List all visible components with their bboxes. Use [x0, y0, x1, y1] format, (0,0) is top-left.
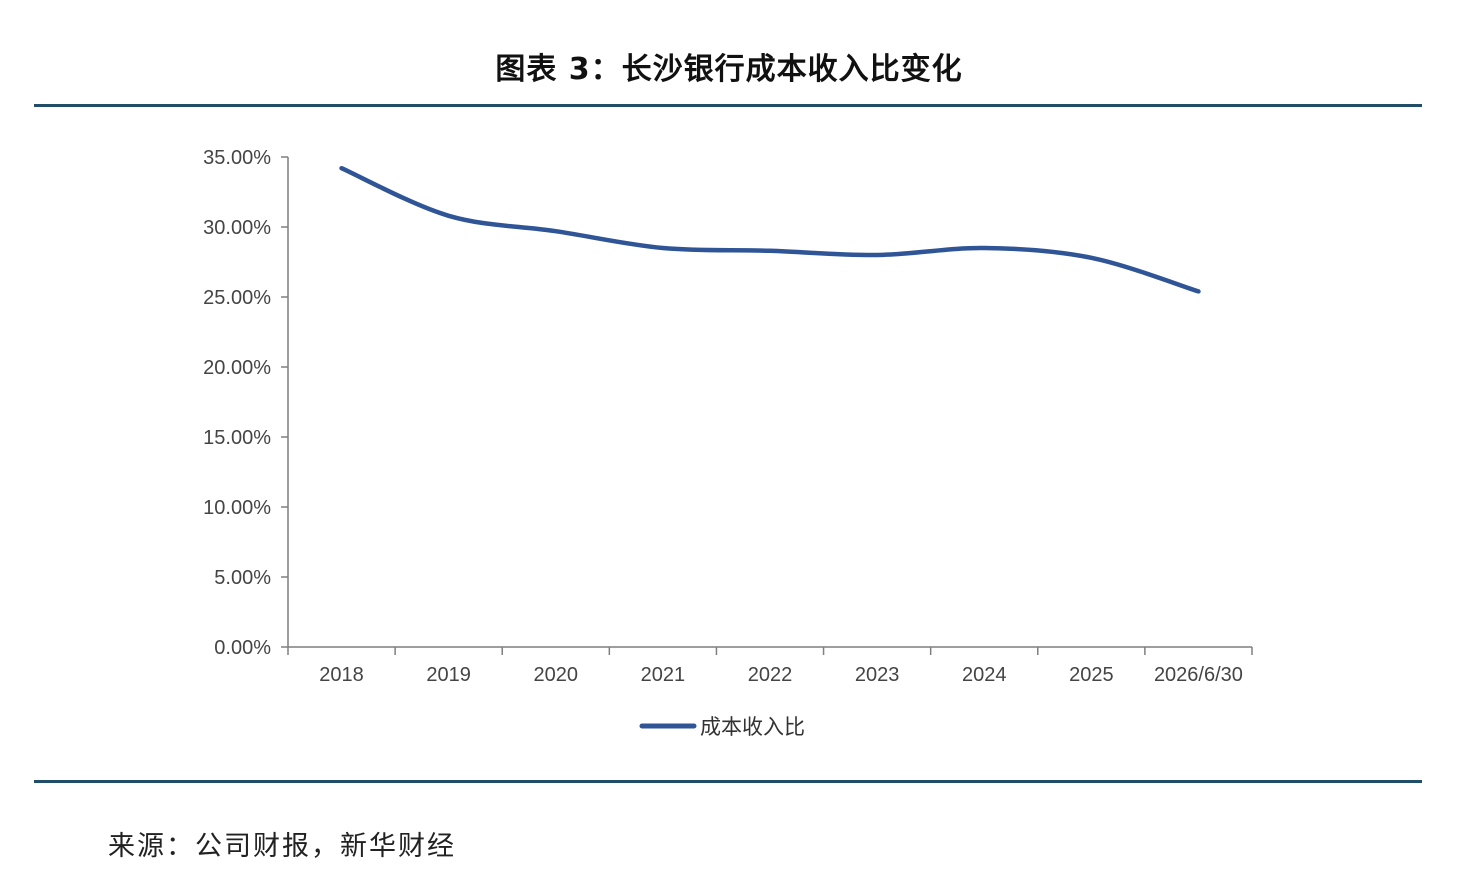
y-tick-label: 15.00% — [203, 427, 271, 449]
series-line — [339, 165, 1201, 294]
x-tick-label: 2025 — [1069, 664, 1114, 686]
y-tick-label: 5.00% — [214, 567, 271, 589]
y-tick-label: 0.00% — [214, 637, 271, 659]
x-tick-label: 2022 — [748, 664, 793, 686]
x-tick-label: 2023 — [855, 664, 900, 686]
line-chart: 0.00% 5.00% 10.00% 15.00% 20.00% 25.00% 30.00%… — [203, 147, 1253, 739]
chart-title: 图表 3：长沙银行成本收入比变化 — [495, 52, 963, 87]
y-tick-label: 25.00% — [203, 287, 271, 309]
y-tick-label: 30.00% — [203, 217, 271, 239]
bottom-divider — [34, 780, 1422, 783]
x-axis: 2018 2019 2020 2021 2022 2023 2024 2025 2026/6/3… — [287, 646, 1253, 686]
x-tick-label: 2024 — [962, 664, 1007, 686]
x-tick-label: 2020 — [534, 664, 579, 686]
top-divider — [34, 104, 1422, 107]
x-tick-label: 2019 — [426, 664, 471, 686]
x-tick-label: 2018 — [319, 664, 364, 686]
series-group — [339, 165, 1201, 294]
y-tick-label: 20.00% — [203, 357, 271, 379]
y-axis: 0.00% 5.00% 10.00% 15.00% 20.00% 25.00% 30.00%… — [203, 147, 289, 659]
x-tick-label: 2026/6/30 — [1154, 664, 1243, 686]
source-note: 来源：公司财报，新华财经 — [108, 831, 456, 862]
y-tick-label: 10.00% — [203, 497, 271, 519]
legend: 成本收入比 — [639, 715, 805, 739]
x-tick-label: 2021 — [641, 664, 686, 686]
legend-label: 成本收入比 — [700, 715, 805, 739]
y-tick-label: 35.00% — [203, 147, 271, 169]
